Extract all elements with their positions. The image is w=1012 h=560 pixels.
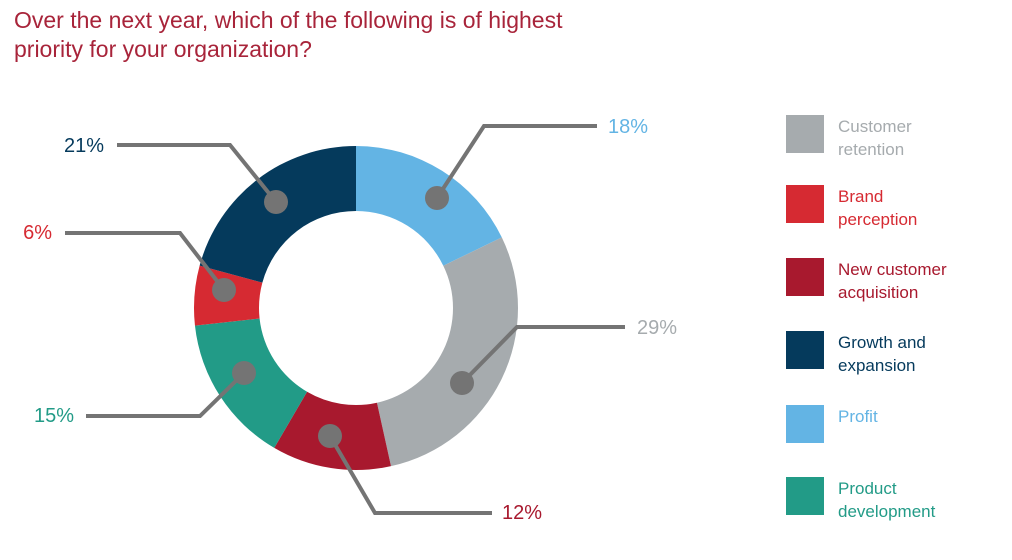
legend-label-line: New customer: [838, 260, 947, 279]
data-label-brand-perception: 6%: [23, 222, 52, 244]
data-labels: 18% 29% 12% 15% 6% 21%: [23, 116, 677, 524]
callout-lines: [65, 124, 625, 515]
legend-swatch: [786, 331, 824, 369]
legend-label-line: expansion: [838, 356, 916, 375]
callout-dot-profit: [425, 186, 449, 210]
legend-label: Product development: [838, 477, 998, 523]
legend-label-line: Brand: [838, 187, 884, 206]
legend-label: Growth and expansion: [838, 331, 998, 377]
legend-swatch: [786, 477, 824, 515]
slice-growth-and-expansion: [199, 145, 356, 283]
callout-line-product-development: [86, 371, 246, 418]
legend-swatch: [786, 115, 824, 153]
callout-line-profit: [435, 124, 597, 200]
data-label-customer-retention: 29%: [637, 317, 677, 339]
legend-item: Profit: [786, 405, 1006, 451]
legend-label-line: Product: [838, 479, 897, 498]
legend-item: Product development: [786, 477, 1006, 523]
callout-line-new-customer-acquisition: [328, 434, 492, 515]
legend-label: Customer retention: [838, 115, 998, 161]
legend-label: Brand perception: [838, 185, 998, 231]
callout-dot-growth-and-expansion: [264, 190, 288, 214]
callout-dot-new-customer-acquisition: [318, 424, 342, 448]
legend-label-line: acquisition: [838, 283, 919, 302]
data-label-growth-and-expansion: 21%: [64, 135, 104, 157]
legend-item: Brand perception: [786, 185, 1006, 231]
legend-swatch: [786, 185, 824, 223]
legend: Customer retention Brand perception New cust…: [786, 0, 1006, 560]
legend-label-line: Profit: [838, 407, 878, 426]
legend-label: New customer acquisition: [838, 258, 998, 304]
legend-label-line: development: [838, 502, 936, 521]
callout-line-growth-and-expansion: [117, 143, 278, 204]
legend-label-line: perception: [838, 210, 918, 229]
callout-dot-brand-perception: [212, 278, 236, 302]
legend-swatch: [786, 258, 824, 296]
chart-title: Over the next year, which of the followi…: [14, 7, 563, 62]
callout-line-brand-perception: [65, 231, 226, 292]
donut-slices: [194, 145, 518, 470]
data-label-product-development: 15%: [34, 405, 74, 427]
legend-item: New customer acquisition: [786, 258, 1006, 304]
donut-chart: 18% 29% 12% 15% 6% 21%: [23, 116, 677, 524]
callout-dot-product-development: [232, 361, 256, 385]
legend-label-line: retention: [838, 140, 905, 159]
legend-label-line: Customer: [838, 117, 912, 136]
slice-product-development: [194, 318, 308, 448]
legend-item: Customer retention: [786, 115, 1006, 161]
legend-item: Growth and expansion: [786, 331, 1006, 377]
legend-swatch: [786, 405, 824, 443]
slice-customer-retention: [376, 237, 518, 467]
data-label-profit: 18%: [608, 116, 648, 138]
callout-dot-customer-retention: [450, 371, 474, 395]
legend-label: Profit: [838, 405, 998, 428]
callout-line-customer-retention: [460, 325, 625, 385]
legend-label-line: Growth and: [838, 333, 926, 352]
data-label-new-customer-acquisition: 12%: [502, 502, 542, 524]
